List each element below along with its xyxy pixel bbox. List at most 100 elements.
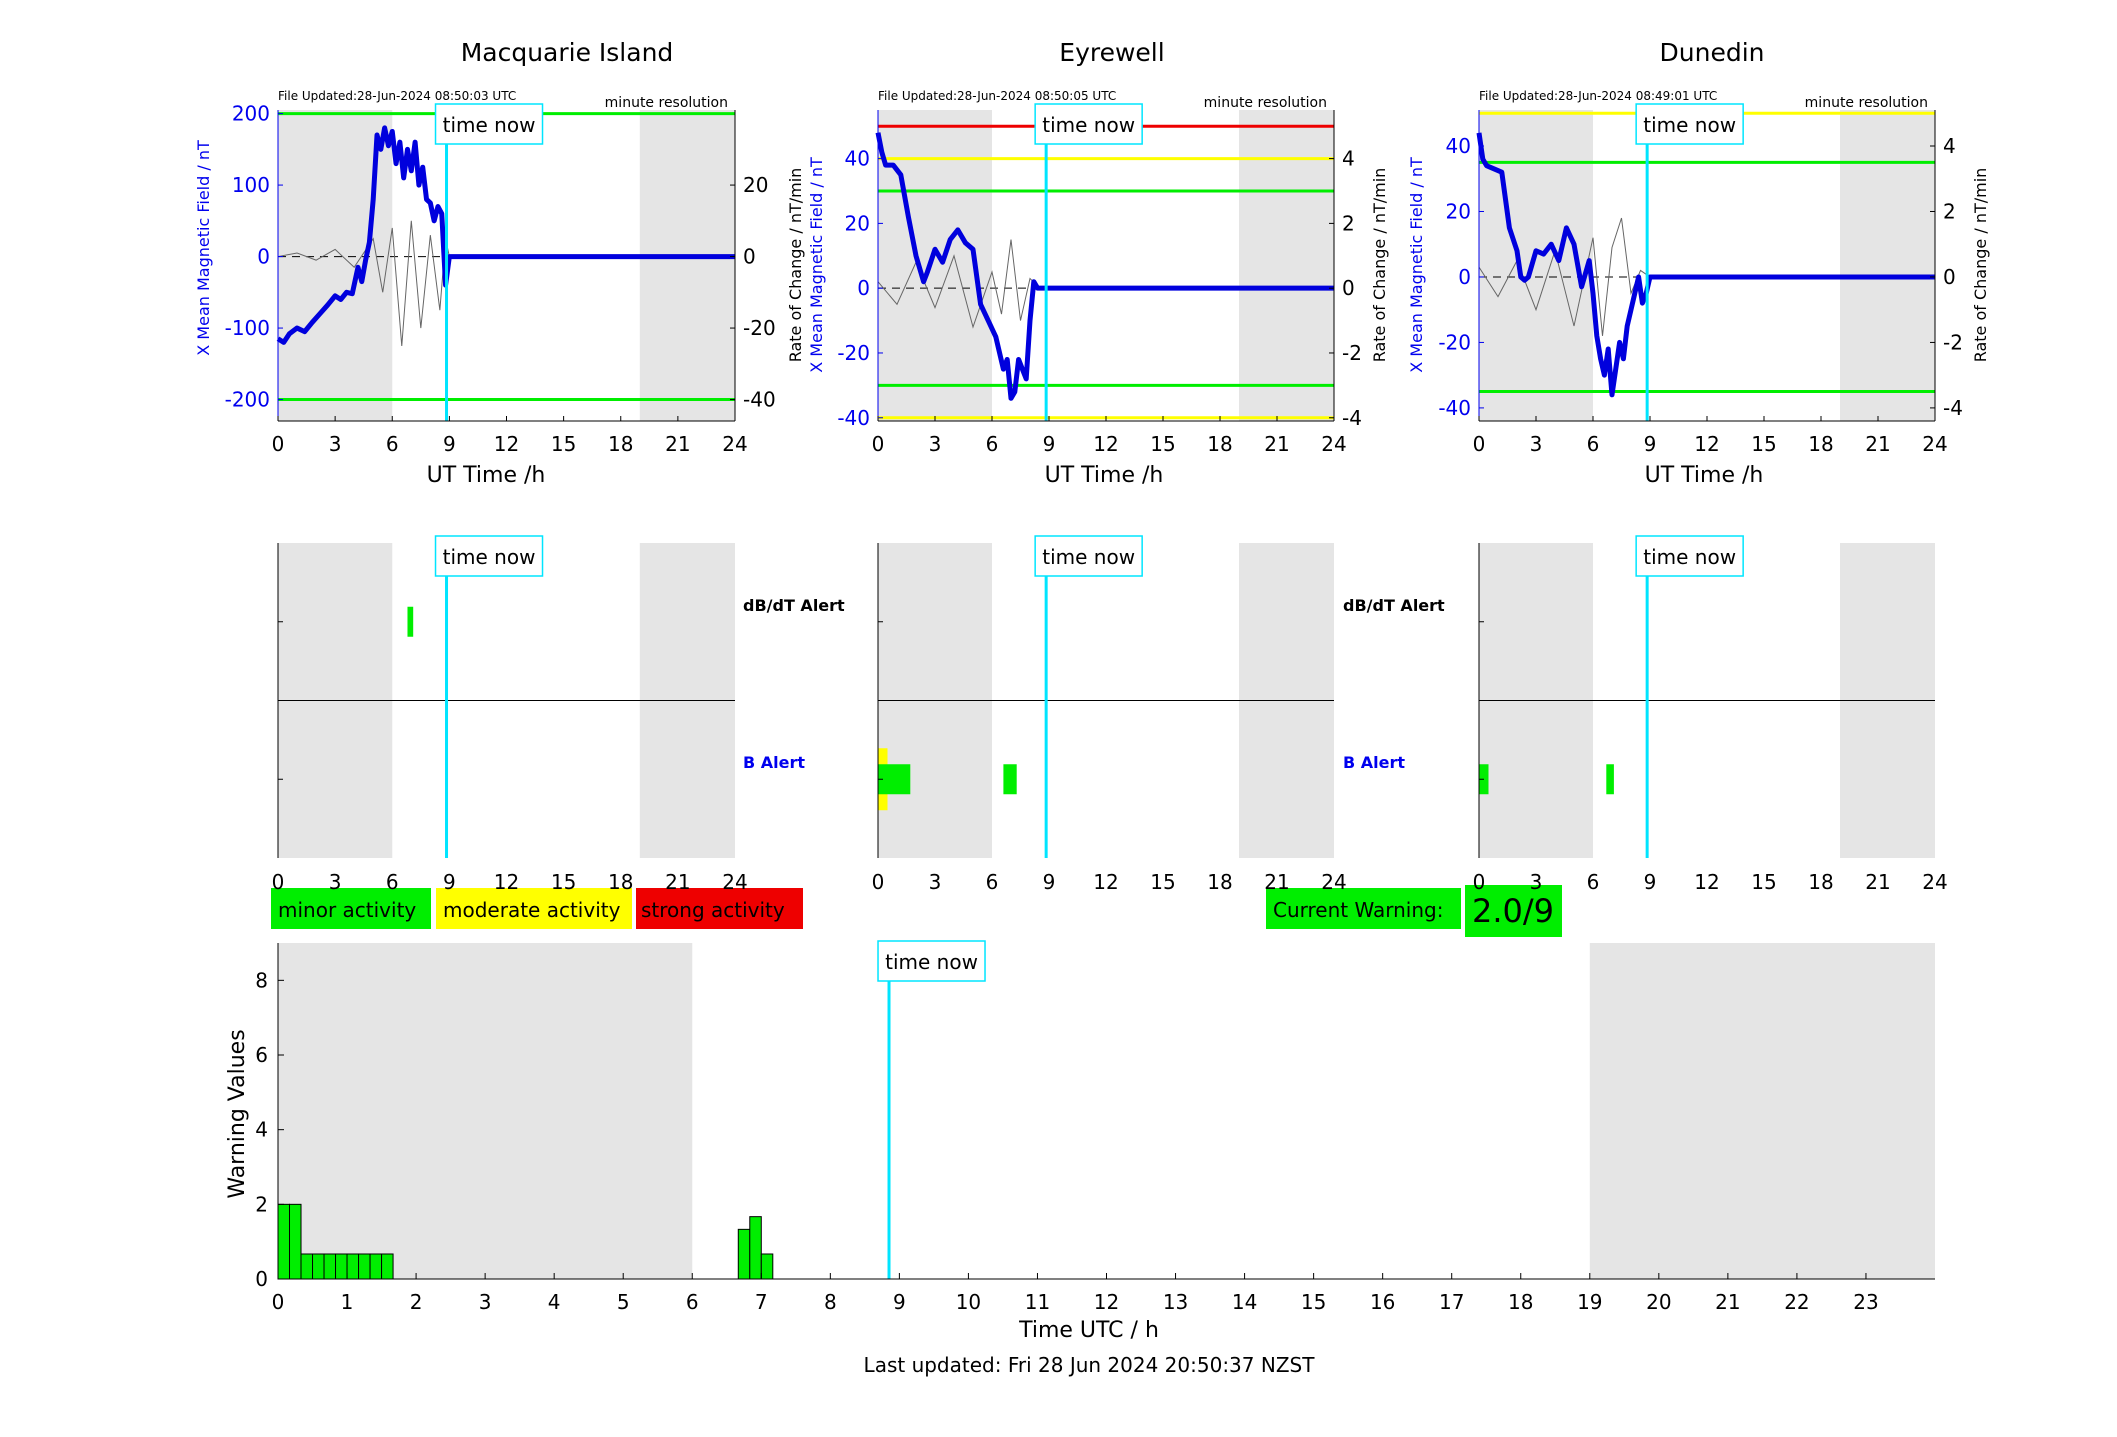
alert-x-tick-label: 9 [443, 870, 456, 894]
y-axis-label-left: X Mean Magnetic Field / nT [1407, 157, 1426, 373]
y-axis-label-right: Rate of Change / nT/min [1971, 168, 1990, 363]
y-tick-label-left: 20 [1446, 199, 1471, 223]
time-now-label: time now [1643, 113, 1736, 137]
x-tick-label: 5 [617, 1290, 630, 1314]
alert-x-tick-label: 15 [1751, 870, 1776, 894]
x-tick-label: 3 [1530, 432, 1543, 456]
time-now-label: time now [443, 545, 536, 569]
alert-x-tick-label: 0 [272, 870, 285, 894]
x-tick-label: 24 [1922, 432, 1947, 456]
x-tick-label: 22 [1784, 1290, 1809, 1314]
y-axis-label-right: Rate of Change / nT/min [1370, 168, 1389, 363]
x-tick-label: 4 [548, 1290, 561, 1314]
y-tick-label-left: 20 [845, 211, 870, 235]
legend-strong-swatch [636, 888, 803, 929]
x-tick-label: 15 [1751, 432, 1776, 456]
y-tick-label-right: 2 [1342, 211, 1355, 235]
y-tick-label-right: 0 [1342, 276, 1355, 300]
b-alert-bar [878, 764, 911, 795]
time-now-label: time now [443, 113, 536, 137]
x-tick-label: 0 [872, 432, 885, 456]
legend-strong-label: strong activity [641, 898, 785, 922]
x-tick-label: 2 [410, 1290, 423, 1314]
x-tick-label: 6 [686, 1290, 699, 1314]
x-tick-label: 8 [824, 1290, 837, 1314]
x-tick-label: 15 [551, 432, 576, 456]
last-updated-label: Last updated: Fri 28 Jun 2024 20:50:37 N… [864, 1353, 1316, 1377]
x-tick-label: 12 [494, 432, 519, 456]
y-tick-label-right: -40 [743, 388, 776, 412]
x-tick-label: 18 [1508, 1290, 1533, 1314]
y-tick-label-left: 0 [257, 245, 270, 269]
time-now-label: time now [885, 950, 978, 974]
b-alert-label: B Alert [743, 753, 805, 772]
activity-legend: minor activity moderate activity strong … [271, 888, 803, 929]
y-tick-label-right: 20 [743, 173, 768, 197]
x-tick-label: 7 [755, 1290, 768, 1314]
warning-bar [335, 1253, 348, 1280]
x-tick-label: 24 [722, 432, 747, 456]
x-tick-label: 9 [443, 432, 456, 456]
y-tick-label-right: -2 [1342, 341, 1362, 365]
time-now-label: time now [1042, 113, 1135, 137]
warning-bar [346, 1253, 360, 1280]
y-tick-label-right: -4 [1342, 406, 1362, 430]
x-tick-label: 3 [929, 432, 942, 456]
alert-x-tick-label: 18 [608, 870, 633, 894]
y-tick-label-left: 200 [232, 102, 270, 126]
x-tick-label: 6 [386, 432, 399, 456]
x-tick-label: 21 [1264, 432, 1289, 456]
warning-bar [737, 1228, 751, 1280]
y-tick-label-left: 0 [857, 276, 870, 300]
x-tick-label: 1 [341, 1290, 354, 1314]
x-tick-label: 14 [1232, 1290, 1257, 1314]
alert-x-tick-label: 3 [329, 870, 342, 894]
alert-x-tick-label: 9 [1644, 870, 1657, 894]
y-tick-label-right: 0 [743, 245, 756, 269]
x-tick-label: 0 [272, 1290, 285, 1314]
dbdt-alert-label: dB/dT Alert [743, 596, 845, 615]
shaded-region [1589, 943, 1935, 1279]
alert-x-tick-label: 18 [1207, 870, 1232, 894]
panel-title: Macquarie Island [461, 38, 674, 67]
time-now-box [1635, 535, 1744, 577]
resolution-label: minute resolution [1204, 95, 1327, 111]
dbdt-alert-bar [407, 606, 414, 637]
alert-x-tick-label: 0 [872, 870, 885, 894]
y-tick-label-left: -100 [225, 316, 270, 340]
series-x-mean-field [1476, 132, 1935, 398]
shaded-region [1840, 110, 1935, 421]
x-tick-label: 15 [1150, 432, 1175, 456]
current-warning-value: 2.0/9 [1472, 892, 1554, 930]
y-tick-label-right: -20 [743, 316, 776, 340]
y-tick-label-right: 0 [1943, 265, 1956, 289]
y-tick-label-right: 2 [1943, 199, 1956, 223]
y-tick-label-right: 4 [1342, 147, 1355, 171]
resolution-label: minute resolution [605, 95, 728, 111]
alert-x-tick-label: 3 [929, 870, 942, 894]
alert-x-tick-label: 24 [722, 870, 747, 894]
y-axis-label-left: X Mean Magnetic Field / nT [194, 140, 213, 356]
alert-x-tick-label: 15 [1150, 870, 1175, 894]
y-tick-label-left: -40 [837, 406, 870, 430]
y-tick-label-left: 100 [232, 173, 270, 197]
current-warning-label-box [1266, 888, 1461, 929]
panel-title: Eyrewell [1059, 38, 1164, 67]
x-axis-label: UT Time /h [427, 463, 546, 488]
alert-x-tick-label: 6 [1587, 870, 1600, 894]
y-tick-label-right: -2 [1943, 330, 1963, 354]
x-axis-label: UT Time /h [1645, 463, 1764, 488]
y-tick-label: 4 [255, 1118, 268, 1142]
y-tick-label-right: -4 [1943, 396, 1963, 420]
y-tick-label: 6 [255, 1043, 268, 1067]
x-tick-label: 9 [1043, 432, 1056, 456]
bottom-x-axis-label: Time UTC / h [1018, 1318, 1159, 1343]
x-tick-label: 11 [1025, 1290, 1050, 1314]
x-tick-label: 12 [1094, 1290, 1119, 1314]
x-tick-label: 9 [893, 1290, 906, 1314]
y-tick-label-left: -40 [1438, 396, 1471, 420]
legend-minor-label: minor activity [278, 898, 416, 922]
panel-dunedin: Dunedin File Updated:28-Jun-2024 08:49:0… [1407, 38, 1990, 488]
shaded-region [278, 943, 693, 1279]
